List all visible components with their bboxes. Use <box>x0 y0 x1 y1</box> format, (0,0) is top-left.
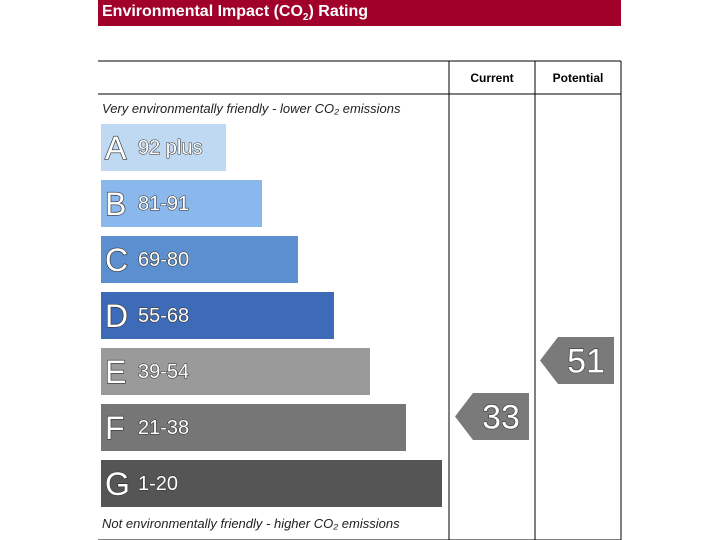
band-e-bar <box>101 348 370 395</box>
band-e-letter: E <box>105 354 126 390</box>
bottom-note: Not environmentally friendly - higher CO… <box>102 516 400 531</box>
header-potential: Potential <box>553 71 604 85</box>
band-d-range: 55-68 <box>138 305 189 327</box>
band-b-bar <box>101 180 262 227</box>
band-g-bar <box>101 460 442 507</box>
chart-frame <box>98 60 622 540</box>
band-g-letter: G <box>105 466 130 502</box>
band-f-bar <box>101 404 406 451</box>
band-c-range: 69-80 <box>138 249 189 271</box>
band-e-range: 39-54 <box>138 361 189 383</box>
score-markers: 33 51 <box>455 337 614 440</box>
band-g-range: 1-20 <box>138 473 178 495</box>
band-a-range: 92 plus <box>138 137 203 159</box>
band-f-range: 21-38 <box>138 417 189 439</box>
band-d-bar <box>101 292 334 339</box>
band-f-letter: F <box>105 410 125 446</box>
band-d-letter: D <box>105 298 128 334</box>
chart-title: Environmental Impact (CO2) Rating <box>98 0 621 26</box>
current-marker <box>455 393 529 440</box>
current-score: 33 <box>482 399 520 437</box>
band-c-bar <box>101 236 298 283</box>
header-current: Current <box>470 71 513 85</box>
band-c-letter: C <box>105 242 128 278</box>
top-note: Very environmentally friendly - lower CO… <box>102 101 401 116</box>
potential-marker <box>540 337 614 384</box>
band-b-letter: B <box>105 186 126 222</box>
rating-bands: A 92 plus B 81-91 C 69-80 D 55-68 E 39-54 F 21-38 G 1… <box>101 124 442 507</box>
potential-score: 51 <box>567 343 605 381</box>
band-b-range: 81-91 <box>138 193 189 215</box>
band-a-bar <box>101 124 226 171</box>
band-a-letter: A <box>105 130 127 166</box>
